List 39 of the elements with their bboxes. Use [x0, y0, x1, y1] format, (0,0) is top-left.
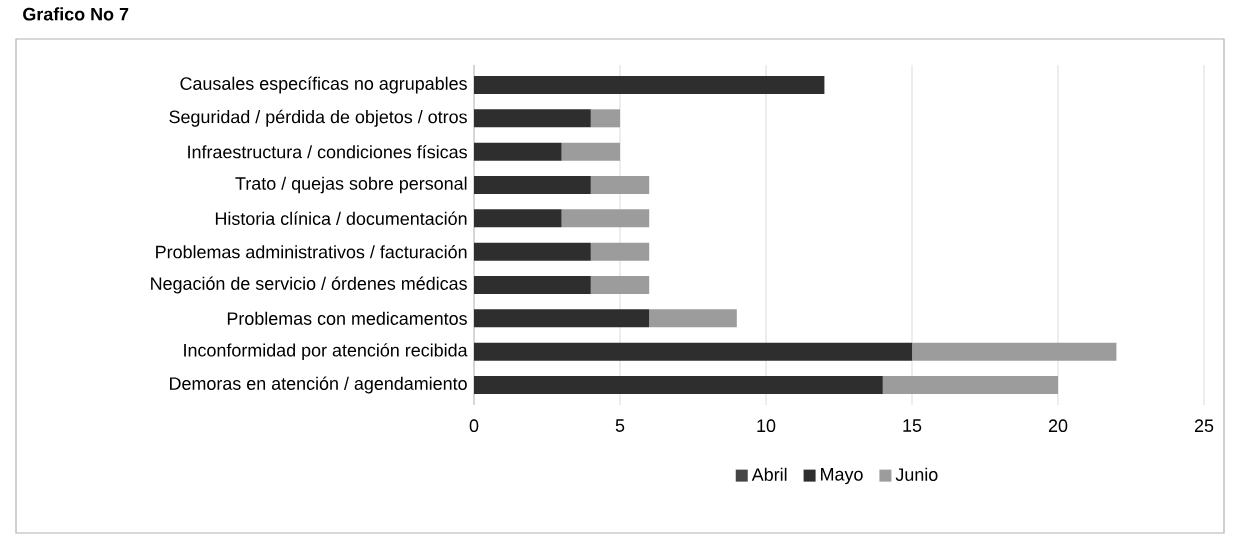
y-tick-label: Problemas administrativos / facturación — [156, 244, 467, 259]
y-tick-label: Inconformidad por atención recibida — [184, 343, 468, 361]
text: Grafico No 7 — [23, 7, 129, 21]
bar — [561, 209, 650, 228]
y-tick-label: Problemas con medicamentos — [227, 311, 467, 325]
y-tick-label: Infraestructura / condiciones físicas — [188, 144, 467, 159]
bar — [474, 75, 825, 94]
bar — [561, 142, 620, 161]
legend-label: Mayo — [821, 468, 863, 485]
y-tick-label: Demoras en atención / agendamiento — [170, 376, 467, 394]
bar — [474, 142, 562, 161]
x-tick-label: 5 — [615, 419, 625, 432]
bar — [474, 342, 913, 361]
bar — [474, 209, 562, 228]
bar — [474, 175, 591, 194]
y-tick-label: Trato / quejas sobre personal — [235, 176, 467, 194]
bar — [590, 175, 650, 194]
x-tick-label: 20 — [1048, 419, 1068, 433]
y-tick-label: Seguridad / pérdida de objetos / otros — [169, 109, 467, 127]
bar — [474, 309, 650, 328]
bar — [474, 109, 591, 128]
bar — [474, 242, 591, 261]
bar — [590, 109, 620, 128]
y-tick-label: Causales específicas no agrupables — [180, 76, 467, 94]
bar — [590, 242, 650, 261]
y-tick-label: Negación de servicio / órdenes médicas — [151, 276, 467, 294]
bar — [649, 309, 737, 328]
y-tick-label: Historia clínica / documentación — [215, 211, 467, 226]
x-tick-label: 15 — [903, 419, 922, 432]
bar — [590, 275, 650, 294]
x-tick-label: 0 — [469, 419, 479, 433]
x-tick-label: 25 — [1194, 419, 1214, 433]
x-tick-label: 10 — [757, 419, 776, 433]
bar — [882, 376, 1059, 394]
legend-label: Junio — [895, 467, 938, 481]
bar — [474, 275, 591, 294]
bar — [912, 342, 1117, 361]
legend-label: Abril — [751, 467, 787, 481]
bar — [474, 376, 883, 394]
